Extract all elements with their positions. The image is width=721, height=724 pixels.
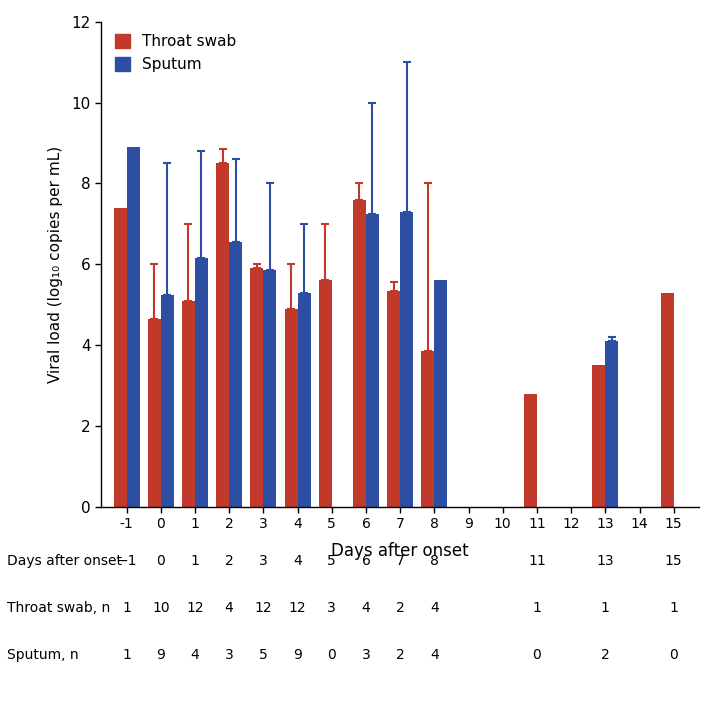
Text: 2: 2 — [601, 648, 610, 662]
Text: 12: 12 — [255, 601, 273, 615]
Text: Sputum, n: Sputum, n — [7, 648, 79, 662]
Bar — [434, 280, 447, 507]
Bar — [593, 366, 606, 507]
Text: 7: 7 — [396, 554, 404, 568]
Bar — [387, 290, 400, 507]
Text: 1: 1 — [601, 601, 610, 615]
Bar — [161, 295, 174, 507]
Bar — [195, 258, 208, 507]
Text: 5: 5 — [259, 648, 267, 662]
Text: 12: 12 — [186, 601, 204, 615]
Text: 4: 4 — [430, 648, 438, 662]
Text: 8: 8 — [430, 554, 439, 568]
Text: 4: 4 — [225, 601, 234, 615]
Text: 0: 0 — [533, 648, 541, 662]
Bar — [216, 163, 229, 507]
Text: 0: 0 — [327, 648, 336, 662]
X-axis label: Days after onset: Days after onset — [332, 542, 469, 560]
Text: 1: 1 — [190, 554, 200, 568]
Bar — [298, 292, 311, 507]
Y-axis label: Viral load (log₁₀ copies per mL): Viral load (log₁₀ copies per mL) — [48, 146, 63, 383]
Text: −1: −1 — [116, 554, 137, 568]
Text: 12: 12 — [288, 601, 306, 615]
Text: 1: 1 — [533, 601, 541, 615]
Text: 2: 2 — [396, 601, 404, 615]
Text: 3: 3 — [225, 648, 234, 662]
Text: Days after onset: Days after onset — [7, 554, 123, 568]
Text: 9: 9 — [293, 648, 302, 662]
Bar — [366, 214, 379, 507]
Bar — [606, 341, 619, 507]
Text: 4: 4 — [362, 601, 371, 615]
Bar — [250, 269, 263, 507]
Text: 4: 4 — [430, 601, 438, 615]
Bar — [263, 270, 276, 507]
Text: 10: 10 — [152, 601, 169, 615]
Bar — [182, 300, 195, 507]
Bar — [114, 208, 127, 507]
Text: 9: 9 — [156, 648, 165, 662]
Text: 1: 1 — [122, 648, 131, 662]
Bar — [148, 319, 161, 507]
Text: 6: 6 — [361, 554, 371, 568]
Text: 5: 5 — [327, 554, 336, 568]
Bar — [127, 147, 140, 507]
Bar — [660, 292, 673, 507]
Text: 3: 3 — [362, 648, 371, 662]
Text: 0: 0 — [669, 648, 678, 662]
Bar — [319, 280, 332, 507]
Bar — [400, 211, 413, 507]
Text: 13: 13 — [596, 554, 614, 568]
Bar — [524, 394, 537, 507]
Legend: Throat swab, Sputum: Throat swab, Sputum — [115, 34, 236, 72]
Text: Throat swab, n: Throat swab, n — [7, 601, 110, 615]
Text: 3: 3 — [259, 554, 267, 568]
Text: 4: 4 — [190, 648, 199, 662]
Text: 2: 2 — [396, 648, 404, 662]
Bar — [421, 351, 434, 507]
Bar — [229, 242, 242, 507]
Bar — [285, 308, 298, 507]
Text: 3: 3 — [327, 601, 336, 615]
Text: 0: 0 — [156, 554, 165, 568]
Text: 2: 2 — [225, 554, 234, 568]
Text: 11: 11 — [528, 554, 546, 568]
Text: 4: 4 — [293, 554, 302, 568]
Text: 15: 15 — [665, 554, 683, 568]
Text: 1: 1 — [122, 601, 131, 615]
Bar — [353, 200, 366, 507]
Text: 1: 1 — [669, 601, 678, 615]
